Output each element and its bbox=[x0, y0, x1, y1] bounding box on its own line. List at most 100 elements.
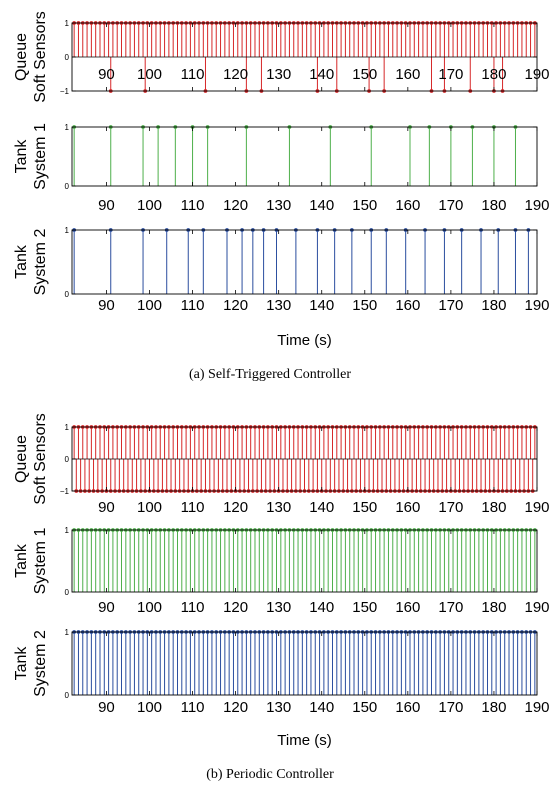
stems bbox=[72, 630, 537, 695]
x-tick-label: 150 bbox=[352, 66, 377, 83]
x-tick-label: 140 bbox=[309, 599, 334, 616]
y-axis-label-line: Queue bbox=[13, 33, 30, 81]
x-tick-label: 120 bbox=[223, 66, 248, 83]
y-axis-label-line: System 1 bbox=[32, 528, 49, 595]
y-axis-label-line: Tank bbox=[13, 646, 30, 681]
x-tick-label: 110 bbox=[181, 699, 205, 716]
x-tick-label: 140 bbox=[309, 499, 334, 516]
stems bbox=[72, 528, 537, 592]
x-tick-label: 100 bbox=[137, 499, 162, 516]
subfigure-caption: (b) Periodic Controller bbox=[206, 767, 334, 782]
x-tick-label: 190 bbox=[524, 599, 549, 616]
x-tick-label: 160 bbox=[395, 66, 420, 83]
x-tick-label: 170 bbox=[438, 66, 463, 83]
axes-frame bbox=[71, 529, 538, 593]
x-tick-label: 170 bbox=[438, 297, 463, 314]
y-axis-label: Tank System 1 bbox=[13, 528, 49, 595]
x-tick-label: 100 bbox=[137, 66, 162, 83]
x-tick-label: 100 bbox=[137, 297, 162, 314]
x-tick-label: 170 bbox=[438, 599, 463, 616]
y-tick-label: −1 bbox=[60, 87, 70, 96]
x-tick-label: 120 bbox=[223, 499, 248, 516]
y-tick-label: 0 bbox=[65, 53, 70, 62]
x-tick-label: 110 bbox=[181, 66, 205, 83]
x-tick-label: 130 bbox=[266, 297, 291, 314]
x-tick-label: 150 bbox=[352, 197, 377, 214]
stems bbox=[72, 125, 518, 186]
y-axis-label-line: Soft Sensors bbox=[32, 11, 49, 103]
y-tick-label: 1 bbox=[65, 19, 70, 28]
x-tick-label: 170 bbox=[438, 499, 463, 516]
y-tick-label: −1 bbox=[60, 487, 70, 496]
x-tick-label: 180 bbox=[481, 297, 506, 314]
x-tick-label: 90 bbox=[98, 66, 115, 83]
y-tick-label: 0 bbox=[65, 455, 70, 464]
axes-frame bbox=[71, 126, 538, 187]
x-tick-label: 90 bbox=[98, 699, 115, 716]
x-tick-label: 170 bbox=[438, 197, 463, 214]
y-axis-label: Queue Soft Sensors bbox=[13, 11, 49, 103]
stems bbox=[72, 228, 531, 294]
x-tick-label: 190 bbox=[524, 297, 549, 314]
x-tick-label: 160 bbox=[395, 699, 420, 716]
x-tick-label: 110 bbox=[181, 499, 205, 516]
stems bbox=[72, 21, 537, 93]
x-tick-label: 100 bbox=[137, 699, 162, 716]
x-tick-label: 130 bbox=[266, 599, 291, 616]
x-tick-label: 130 bbox=[266, 197, 291, 214]
y-axis-label: Tank System 1 bbox=[13, 123, 49, 190]
y-tick-label: 1 bbox=[65, 123, 70, 132]
x-tick-label: 180 bbox=[481, 197, 506, 214]
x-tick-label: 110 bbox=[181, 599, 205, 616]
y-tick-label: 1 bbox=[65, 423, 70, 432]
y-axis-label-line: Queue bbox=[13, 435, 30, 483]
y-axis-label: Tank System 2 bbox=[13, 229, 49, 296]
y-axis-label-line: Tank bbox=[13, 543, 30, 578]
x-tick-label: 130 bbox=[266, 66, 291, 83]
y-axis-label-line: System 2 bbox=[32, 229, 49, 296]
y-axis-label-line: System 2 bbox=[32, 630, 49, 697]
x-tick-label: 180 bbox=[481, 599, 506, 616]
x-axis-label: Time (s) bbox=[277, 332, 331, 349]
x-tick-label: 130 bbox=[266, 499, 291, 516]
x-tick-label: 190 bbox=[524, 499, 549, 516]
x-tick-label: 120 bbox=[223, 197, 248, 214]
x-tick-label: 150 bbox=[352, 297, 377, 314]
subfigure-caption: (a) Self-Triggered Controller bbox=[189, 367, 351, 382]
axes-frame bbox=[71, 229, 538, 295]
x-tick-label: 150 bbox=[352, 499, 377, 516]
x-tick-label: 190 bbox=[524, 699, 549, 716]
x-tick-label: 110 bbox=[181, 297, 205, 314]
x-tick-label: 140 bbox=[309, 297, 334, 314]
x-tick-label: 150 bbox=[352, 699, 377, 716]
y-axis-label-line: Soft Sensors bbox=[32, 413, 49, 505]
x-tick-label: 160 bbox=[395, 197, 420, 214]
x-tick-label: 140 bbox=[309, 66, 334, 83]
y-axis-label-line: Tank bbox=[13, 139, 30, 174]
x-tick-label: 120 bbox=[223, 699, 248, 716]
y-tick-label: 1 bbox=[65, 628, 70, 637]
x-tick-label: 90 bbox=[98, 499, 115, 516]
x-tick-label: 90 bbox=[98, 599, 115, 616]
y-tick-label: 0 bbox=[65, 691, 70, 700]
x-tick-label: 110 bbox=[181, 197, 205, 214]
x-axis-label: Time (s) bbox=[277, 732, 331, 749]
x-tick-label: 120 bbox=[223, 297, 248, 314]
x-tick-label: 170 bbox=[438, 699, 463, 716]
x-tick-label: 180 bbox=[481, 699, 506, 716]
x-tick-label: 190 bbox=[524, 66, 549, 83]
x-tick-label: 100 bbox=[137, 599, 162, 616]
x-tick-label: 160 bbox=[395, 499, 420, 516]
x-tick-label: 180 bbox=[481, 66, 506, 83]
y-tick-label: 0 bbox=[65, 182, 70, 191]
axes-frame bbox=[71, 631, 538, 696]
x-tick-label: 90 bbox=[98, 297, 115, 314]
